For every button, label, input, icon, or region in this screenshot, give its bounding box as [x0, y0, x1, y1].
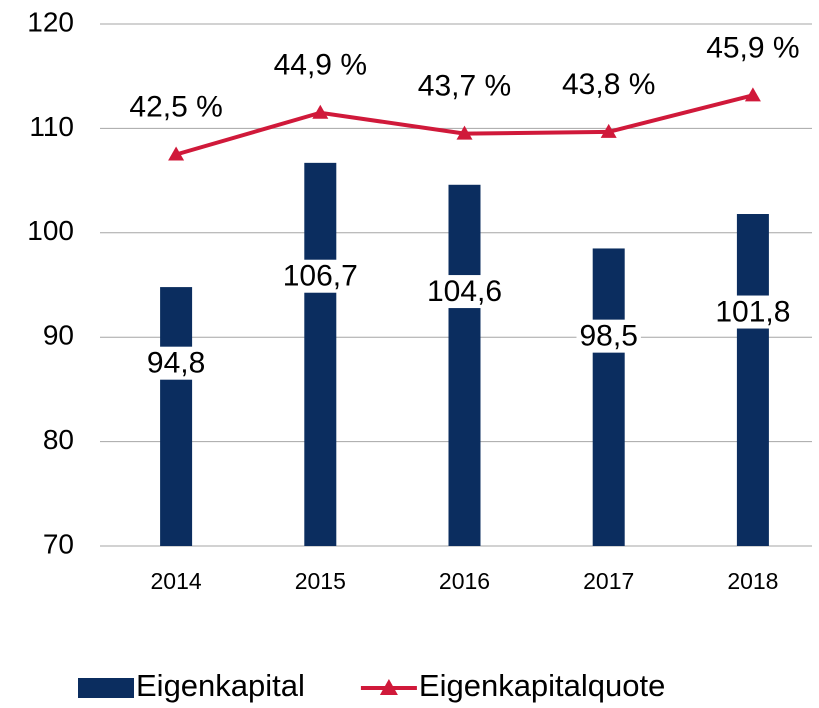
bar: [592, 248, 625, 546]
x-tick-label: 2014: [151, 568, 202, 594]
data-label-bg: [712, 295, 794, 329]
data-label: 101,8: [715, 296, 790, 329]
data-label: 106,7: [283, 260, 358, 293]
data-label-bg: [703, 31, 803, 65]
marker: [456, 125, 473, 140]
data-label-bg: [279, 259, 361, 293]
y-tick-label: 120: [27, 6, 74, 37]
y-tick-label: 90: [43, 320, 74, 351]
x-tick-label: 2017: [583, 568, 634, 594]
marker: [312, 104, 329, 119]
data-label-bg: [576, 319, 641, 353]
data-label: 43,8 %: [562, 68, 655, 101]
data-label-bg: [558, 67, 659, 101]
marker: [600, 123, 617, 138]
data-label: 104,6: [427, 275, 502, 308]
legend-marker: [379, 679, 398, 695]
bar: [160, 287, 193, 546]
y-tick-label: 110: [29, 111, 74, 142]
data-label: 98,5: [580, 320, 638, 353]
data-label-bg: [423, 275, 506, 309]
x-tick-label: 2015: [295, 568, 346, 594]
x-tick-label: 2016: [439, 568, 490, 594]
bar: [304, 162, 337, 547]
legend-label: Eigenkapital: [136, 668, 305, 703]
y-tick-label: 70: [43, 528, 74, 559]
legend-swatch: [78, 678, 134, 698]
data-label: 44,9 %: [274, 49, 367, 82]
data-label-bg: [126, 90, 226, 124]
y-tick-label: 80: [43, 424, 74, 455]
data-label: 43,7 %: [418, 70, 511, 103]
y-tick-label: 100: [27, 215, 74, 246]
legend-label: Eigenkapitalquote: [419, 668, 665, 703]
data-label-bg: [414, 69, 515, 103]
line: [175, 93, 754, 157]
data-label-bg: [143, 346, 209, 380]
x-tick-label: 2018: [727, 568, 778, 594]
bar: [736, 214, 769, 546]
marker: [168, 146, 185, 161]
data-label: 45,9 %: [706, 31, 799, 64]
data-label: 42,5 %: [129, 90, 222, 123]
bar: [448, 184, 481, 546]
marker: [744, 87, 761, 102]
data-label-bg: [270, 48, 371, 82]
data-label: 94,8: [147, 347, 205, 380]
